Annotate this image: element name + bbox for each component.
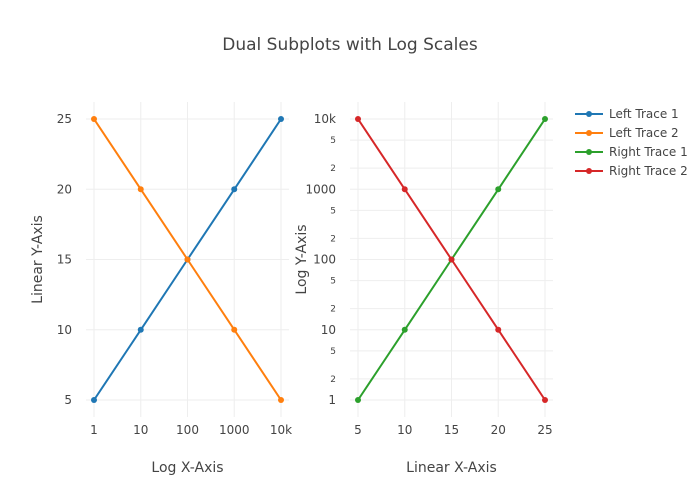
data-point[interactable] bbox=[91, 397, 97, 403]
y-tick-label: 10 bbox=[321, 323, 336, 337]
legend-label: Left Trace 2 bbox=[609, 126, 679, 140]
y-axis-title: Log Y-Axis bbox=[294, 224, 310, 294]
x-tick-label: 10k bbox=[270, 423, 292, 437]
legend-item[interactable]: Left Trace 2 bbox=[575, 126, 679, 140]
y-minor-tick-label: 2 bbox=[330, 305, 336, 315]
y-minor-tick-label: 5 bbox=[330, 347, 336, 357]
y-tick-label: 100 bbox=[313, 253, 336, 267]
x-axis-title: Linear X-Axis bbox=[406, 460, 497, 476]
y-axis-title: Linear Y-Axis bbox=[30, 215, 46, 304]
legend-marker-icon bbox=[586, 130, 592, 136]
data-point[interactable] bbox=[184, 256, 191, 263]
x-tick-label: 100 bbox=[176, 423, 199, 437]
y-tick-label: 10 bbox=[57, 323, 72, 337]
data-point[interactable] bbox=[355, 397, 361, 403]
legend-label: Left Trace 1 bbox=[609, 107, 679, 121]
x-tick-label: 25 bbox=[537, 423, 552, 437]
y-tick-label: 25 bbox=[57, 112, 72, 126]
data-point[interactable] bbox=[137, 326, 144, 333]
data-point[interactable] bbox=[278, 397, 284, 403]
data-point[interactable] bbox=[401, 326, 408, 333]
data-point[interactable] bbox=[91, 116, 97, 122]
x-tick-label: 1 bbox=[90, 423, 98, 437]
legend-marker-icon bbox=[586, 149, 592, 155]
x-tick-label: 1000 bbox=[219, 423, 250, 437]
y-minor-tick-label: 2 bbox=[330, 234, 336, 244]
y-minor-tick-label: 5 bbox=[330, 136, 336, 146]
legend-item[interactable]: Left Trace 1 bbox=[575, 107, 679, 121]
x-tick-label: 20 bbox=[491, 423, 506, 437]
subplot-1: 1 10 100 1000 10k 5 10 15 20 25 Log X-Axis Linear Y… bbox=[30, 102, 292, 476]
legend-label: Right Trace 2 bbox=[609, 164, 688, 178]
y-minor-tick-label: 2 bbox=[330, 375, 336, 385]
legend-marker-icon bbox=[586, 111, 592, 117]
legend-label: Right Trace 1 bbox=[609, 145, 688, 159]
data-point[interactable] bbox=[355, 116, 361, 122]
x-tick-label: 10 bbox=[397, 423, 412, 437]
x-tick-label: 15 bbox=[444, 423, 459, 437]
y-tick-label: 10k bbox=[314, 112, 336, 126]
y-tick-label: 1 bbox=[328, 393, 336, 407]
data-point[interactable] bbox=[448, 256, 455, 263]
data-point[interactable] bbox=[401, 186, 408, 193]
data-point[interactable] bbox=[495, 186, 502, 193]
series-left-trace-2 bbox=[91, 116, 284, 403]
legend[interactable]: Left Trace 1 Left Trace 2 Right Trace 1 Rig… bbox=[575, 107, 688, 178]
data-point[interactable] bbox=[495, 326, 502, 333]
data-point[interactable] bbox=[137, 186, 144, 193]
chart-title: Dual Subplots with Log Scales bbox=[222, 35, 478, 55]
y-tick-label: 1000 bbox=[305, 182, 336, 196]
y-minor-tick-label: 5 bbox=[330, 206, 336, 216]
x-tick-label: 10 bbox=[133, 423, 148, 437]
data-point[interactable] bbox=[231, 186, 238, 193]
legend-item[interactable]: Right Trace 2 bbox=[575, 164, 688, 178]
y-tick-label: 5 bbox=[64, 393, 72, 407]
x-tick-label: 5 bbox=[354, 423, 362, 437]
y-minor-tick-label: 5 bbox=[330, 277, 336, 287]
legend-marker-icon bbox=[586, 168, 592, 174]
legend-item[interactable]: Right Trace 1 bbox=[575, 145, 688, 159]
y-tick-label: 15 bbox=[57, 253, 72, 267]
y-tick-label: 20 bbox=[57, 182, 72, 196]
series-right-trace-2 bbox=[355, 116, 548, 403]
data-point[interactable] bbox=[278, 116, 284, 122]
data-point[interactable] bbox=[542, 397, 548, 403]
data-point[interactable] bbox=[231, 326, 238, 333]
y-minor-tick-label: 2 bbox=[330, 164, 336, 174]
data-point[interactable] bbox=[542, 116, 548, 122]
x-axis-title: Log X-Axis bbox=[151, 460, 223, 476]
